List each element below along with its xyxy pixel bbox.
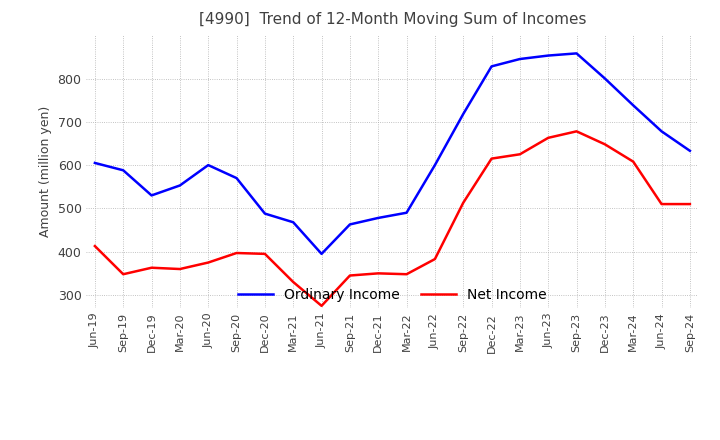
Ordinary Income [685,148,694,154]
Ordinary Income [374,215,382,220]
Net Income [119,271,127,277]
Line: Ordinary Income: Ordinary Income [95,53,690,254]
Ordinary Income [119,168,127,173]
Ordinary Income [459,111,467,117]
Net Income [487,156,496,161]
Ordinary Income [233,176,241,181]
Net Income [657,202,666,207]
Ordinary Income [572,51,581,56]
Net Income [459,200,467,205]
Line: Net Income: Net Income [95,131,690,306]
Net Income [148,265,156,270]
Net Income [516,152,524,157]
Y-axis label: Amount (million yen): Amount (million yen) [39,106,52,237]
Net Income [402,271,411,277]
Net Income [204,260,212,265]
Net Income [176,266,184,271]
Ordinary Income [346,222,354,227]
Title: [4990]  Trend of 12-Month Moving Sum of Incomes: [4990] Trend of 12-Month Moving Sum of I… [199,12,586,27]
Ordinary Income [289,220,297,225]
Net Income [233,250,241,256]
Net Income [572,128,581,134]
Net Income [629,159,637,164]
Ordinary Income [544,53,552,58]
Ordinary Income [516,56,524,62]
Net Income [544,135,552,140]
Ordinary Income [204,162,212,168]
Ordinary Income [600,76,609,81]
Ordinary Income [176,183,184,188]
Net Income [289,279,297,285]
Legend: Ordinary Income, Net Income: Ordinary Income, Net Income [234,284,551,307]
Net Income [600,142,609,147]
Ordinary Income [431,162,439,168]
Ordinary Income [318,251,326,257]
Ordinary Income [148,193,156,198]
Ordinary Income [402,210,411,215]
Net Income [261,251,269,257]
Ordinary Income [261,211,269,216]
Net Income [685,202,694,207]
Net Income [318,303,326,308]
Net Income [374,271,382,276]
Ordinary Income [91,160,99,165]
Net Income [91,243,99,249]
Ordinary Income [657,128,666,134]
Ordinary Income [629,103,637,108]
Ordinary Income [487,64,496,69]
Net Income [431,257,439,262]
Net Income [346,273,354,278]
